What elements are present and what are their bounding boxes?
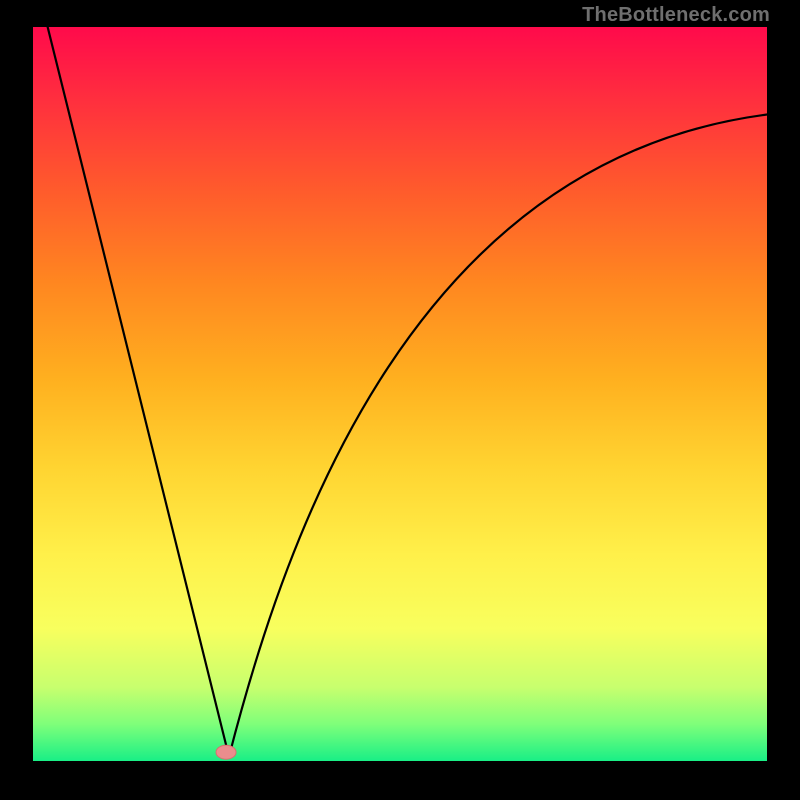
curve-path xyxy=(40,27,767,757)
watermark-text: TheBottleneck.com xyxy=(582,4,770,27)
plot-area xyxy=(33,27,767,761)
chart-container: TheBottleneck.com xyxy=(0,0,800,800)
vertex-marker xyxy=(216,745,236,759)
bottleneck-curve xyxy=(33,27,767,761)
